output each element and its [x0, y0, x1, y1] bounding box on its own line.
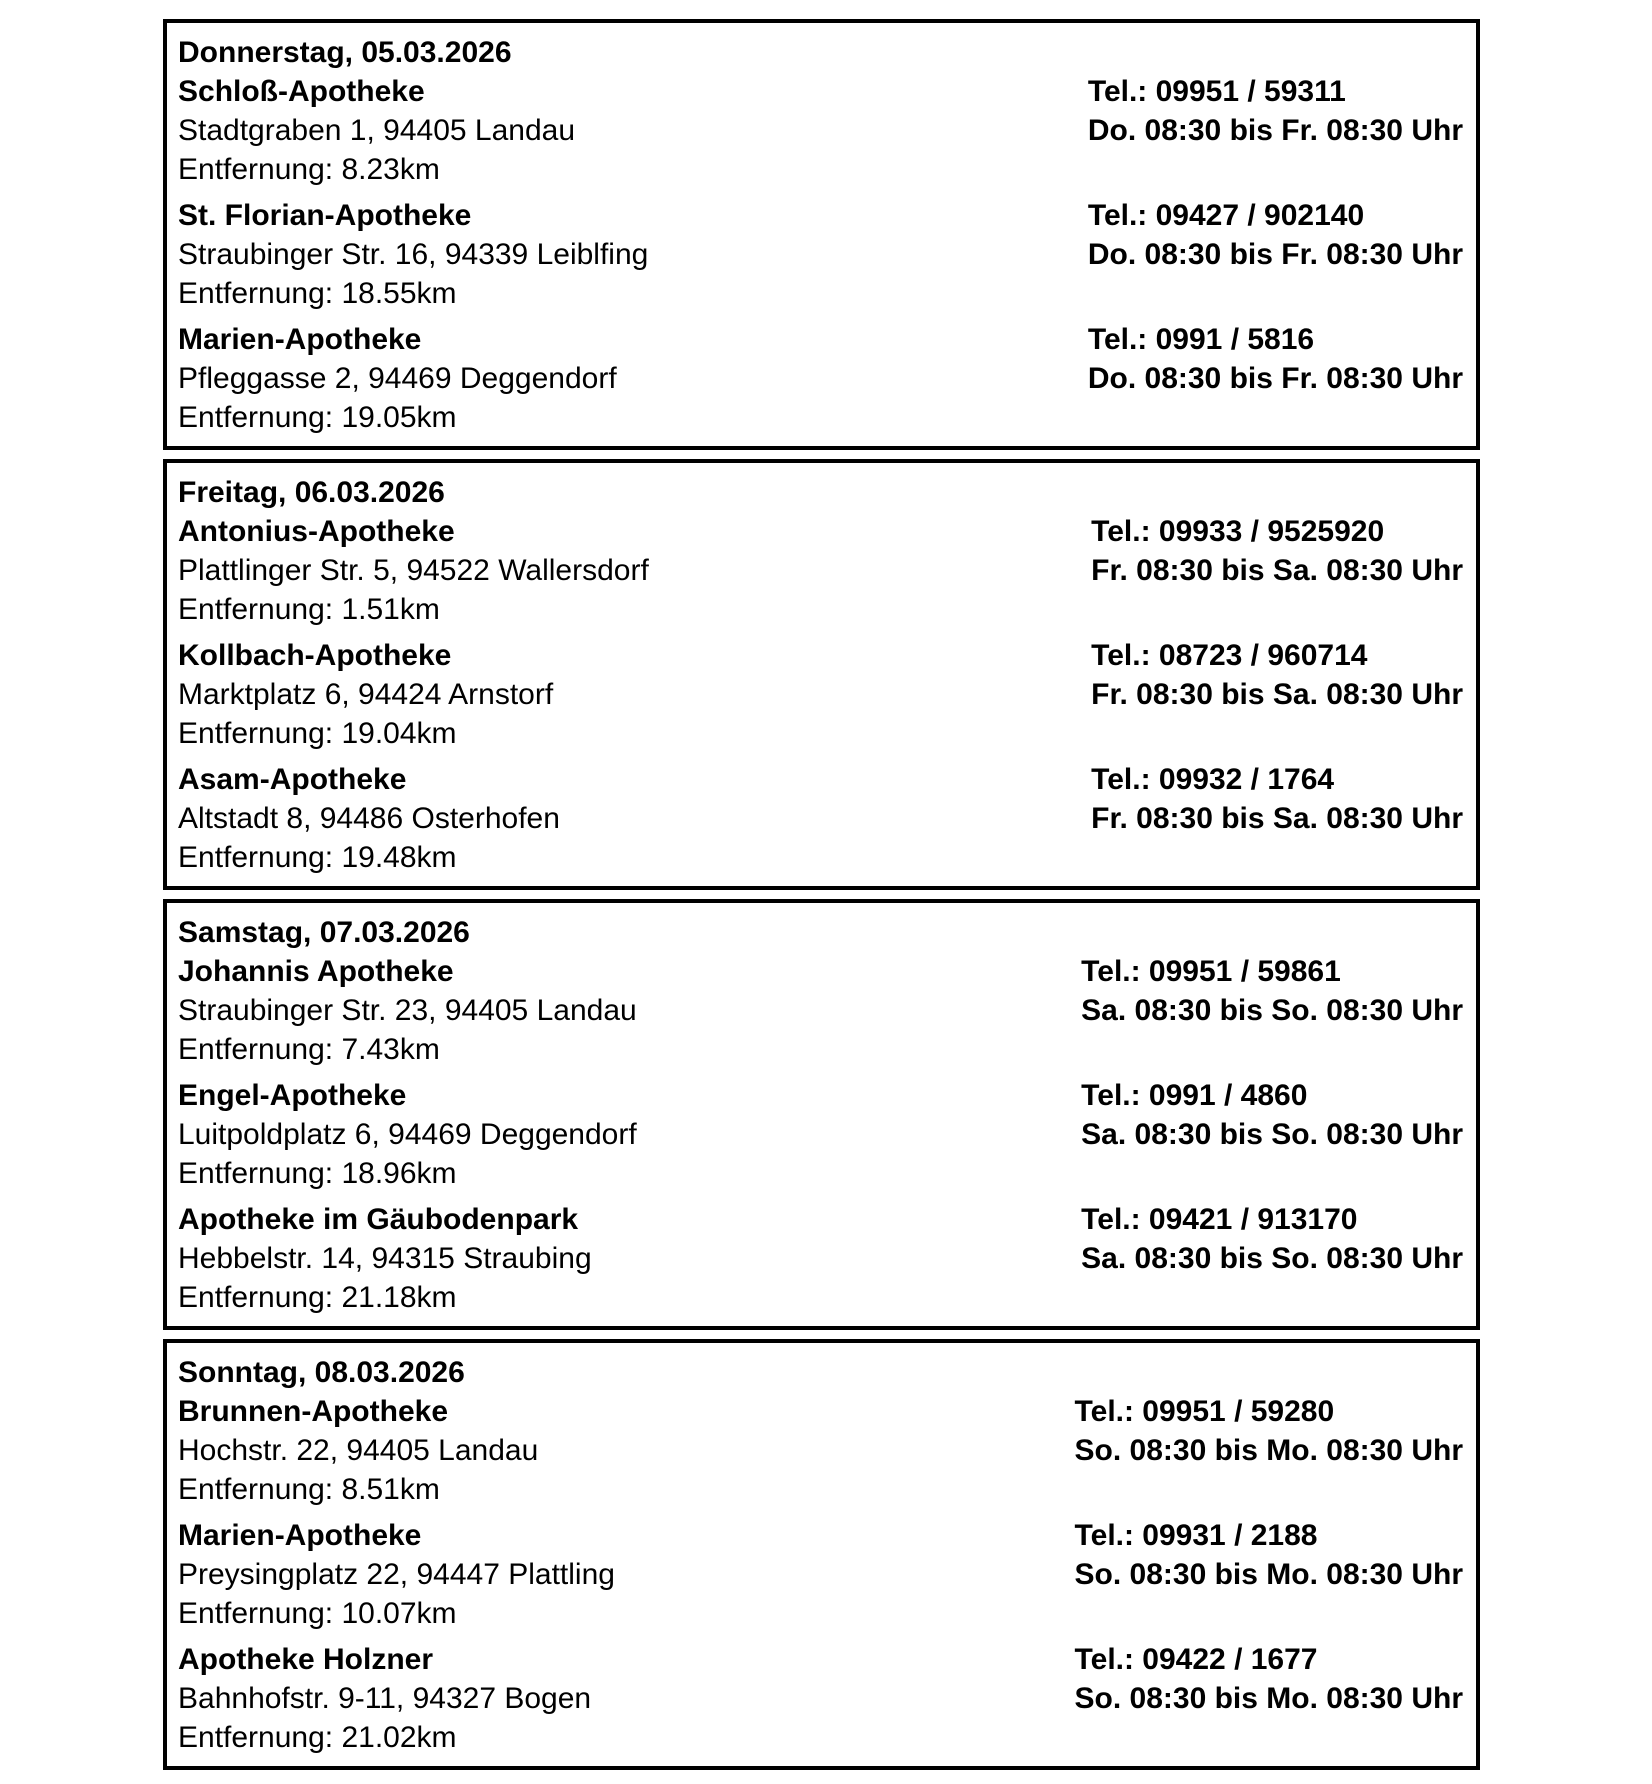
pharmacy-address: Preysingplatz 22, 94447 Plattling [178, 1558, 615, 1591]
day-section: Freitag, 06.03.2026 Antonius-Apotheke Pl… [163, 459, 1480, 890]
day-header: Samstag, 07.03.2026 [178, 916, 470, 949]
pharmacy-phone: Tel.: 09422 / 1677 [1074, 1643, 1318, 1676]
pharmacy-phone: Tel.: 0991 / 5816 [1087, 323, 1315, 356]
pharmacy-name: Apotheke Holzner [178, 1643, 434, 1676]
pharmacy-hours: Sa. 08:30 bis So. 08:30 Uhr [1081, 1118, 1463, 1151]
pharmacy-phone: Tel.: 09427 / 902140 [1087, 199, 1365, 232]
pharmacy-address: Pfleggasse 2, 94469 Deggendorf [178, 362, 617, 395]
pharmacy-hours: Do. 08:30 bis Fr. 08:30 Uhr [1087, 238, 1463, 271]
pharmacy-name: Marien-Apotheke [178, 1519, 422, 1552]
pharmacy-hours: Sa. 08:30 bis So. 08:30 Uhr [1081, 994, 1463, 1027]
pharmacy-schedule: Donnerstag, 05.03.2026 Schloß-Apotheke S… [163, 19, 1480, 1779]
pharmacy-distance: Entfernung: 19.04km [178, 717, 457, 750]
pharmacy-address: Luitpoldplatz 6, 94469 Deggendorf [178, 1118, 637, 1151]
pharmacy-distance: Entfernung: 10.07km [178, 1597, 457, 1630]
pharmacy-phone: Tel.: 08723 / 960714 [1091, 639, 1368, 672]
pharmacy-distance: Entfernung: 8.23km [178, 153, 440, 186]
pharmacy-distance: Entfernung: 19.48km [178, 841, 457, 874]
pharmacy-address: Bahnhofstr. 9-11, 94327 Bogen [178, 1682, 592, 1715]
pharmacy-distance: Entfernung: 18.96km [178, 1157, 457, 1190]
pharmacy-distance: Entfernung: 19.05km [178, 401, 457, 434]
pharmacy-hours: Do. 08:30 bis Fr. 08:30 Uhr [1087, 362, 1463, 395]
pharmacy-phone: Tel.: 09951 / 59311 [1087, 75, 1346, 108]
pharmacy-address: Straubinger Str. 16, 94339 Leiblfing [178, 238, 649, 271]
pharmacy-hours: Fr. 08:30 bis Sa. 08:30 Uhr [1091, 554, 1463, 587]
pharmacy-phone: Tel.: 09931 / 2188 [1074, 1519, 1318, 1552]
pharmacy-phone: Tel.: 09932 / 1764 [1091, 763, 1335, 796]
pharmacy-hours: So. 08:30 bis Mo. 08:30 Uhr [1074, 1434, 1463, 1467]
pharmacy-name: Brunnen-Apotheke [178, 1395, 448, 1428]
pharmacy-distance: Entfernung: 18.55km [178, 277, 457, 310]
pharmacy-address: Plattlinger Str. 5, 94522 Wallersdorf [178, 554, 649, 587]
day-section: Sonntag, 08.03.2026 Brunnen-Apotheke Hoc… [163, 1339, 1480, 1770]
pharmacy-phone: Tel.: 09951 / 59280 [1074, 1395, 1335, 1428]
day-header: Donnerstag, 05.03.2026 [178, 36, 512, 69]
day-section: Donnerstag, 05.03.2026 Schloß-Apotheke S… [163, 19, 1480, 450]
pharmacy-distance: Entfernung: 7.43km [178, 1033, 440, 1066]
pharmacy-name: Antonius-Apotheke [178, 515, 455, 548]
pharmacy-distance: Entfernung: 21.18km [178, 1281, 457, 1314]
pharmacy-hours: Do. 08:30 bis Fr. 08:30 Uhr [1087, 114, 1463, 147]
pharmacy-distance: Entfernung: 1.51km [178, 593, 440, 626]
pharmacy-name: Johannis Apotheke [178, 955, 454, 988]
pharmacy-hours: So. 08:30 bis Mo. 08:30 Uhr [1074, 1682, 1463, 1715]
pharmacy-address: Altstadt 8, 94486 Osterhofen [178, 802, 560, 835]
pharmacy-phone: Tel.: 0991 / 4860 [1081, 1079, 1308, 1112]
pharmacy-name: Schloß-Apotheke [178, 75, 425, 108]
pharmacy-address: Straubinger Str. 23, 94405 Landau [178, 994, 637, 1027]
day-header: Freitag, 06.03.2026 [178, 476, 445, 509]
pharmacy-address: Hebbelstr. 14, 94315 Straubing [178, 1242, 592, 1275]
pharmacy-name: St. Florian-Apotheke [178, 199, 472, 232]
pharmacy-phone: Tel.: 09951 / 59861 [1081, 955, 1341, 988]
pharmacy-distance: Entfernung: 21.02km [178, 1721, 457, 1754]
pharmacy-address: Marktplatz 6, 94424 Arnstorf [178, 678, 554, 711]
day-header: Sonntag, 08.03.2026 [178, 1356, 465, 1389]
pharmacy-name: Engel-Apotheke [178, 1079, 407, 1112]
day-section: Samstag, 07.03.2026 Johannis Apotheke St… [163, 899, 1480, 1330]
pharmacy-hours: Sa. 08:30 bis So. 08:30 Uhr [1081, 1242, 1463, 1275]
pharmacy-hours: Fr. 08:30 bis Sa. 08:30 Uhr [1091, 678, 1463, 711]
pharmacy-phone: Tel.: 09421 / 913170 [1081, 1203, 1358, 1236]
pharmacy-address: Stadtgraben 1, 94405 Landau [178, 114, 576, 147]
pharmacy-name: Asam-Apotheke [178, 763, 407, 796]
pharmacy-address: Hochstr. 22, 94405 Landau [178, 1434, 539, 1467]
pharmacy-name: Marien-Apotheke [178, 323, 422, 356]
pharmacy-hours: So. 08:30 bis Mo. 08:30 Uhr [1074, 1558, 1463, 1591]
pharmacy-name: Kollbach-Apotheke [178, 639, 452, 672]
pharmacy-hours: Fr. 08:30 bis Sa. 08:30 Uhr [1091, 802, 1463, 835]
pharmacy-phone: Tel.: 09933 / 9525920 [1091, 515, 1385, 548]
pharmacy-name: Apotheke im Gäubodenpark [178, 1203, 579, 1236]
pharmacy-distance: Entfernung: 8.51km [178, 1473, 440, 1506]
